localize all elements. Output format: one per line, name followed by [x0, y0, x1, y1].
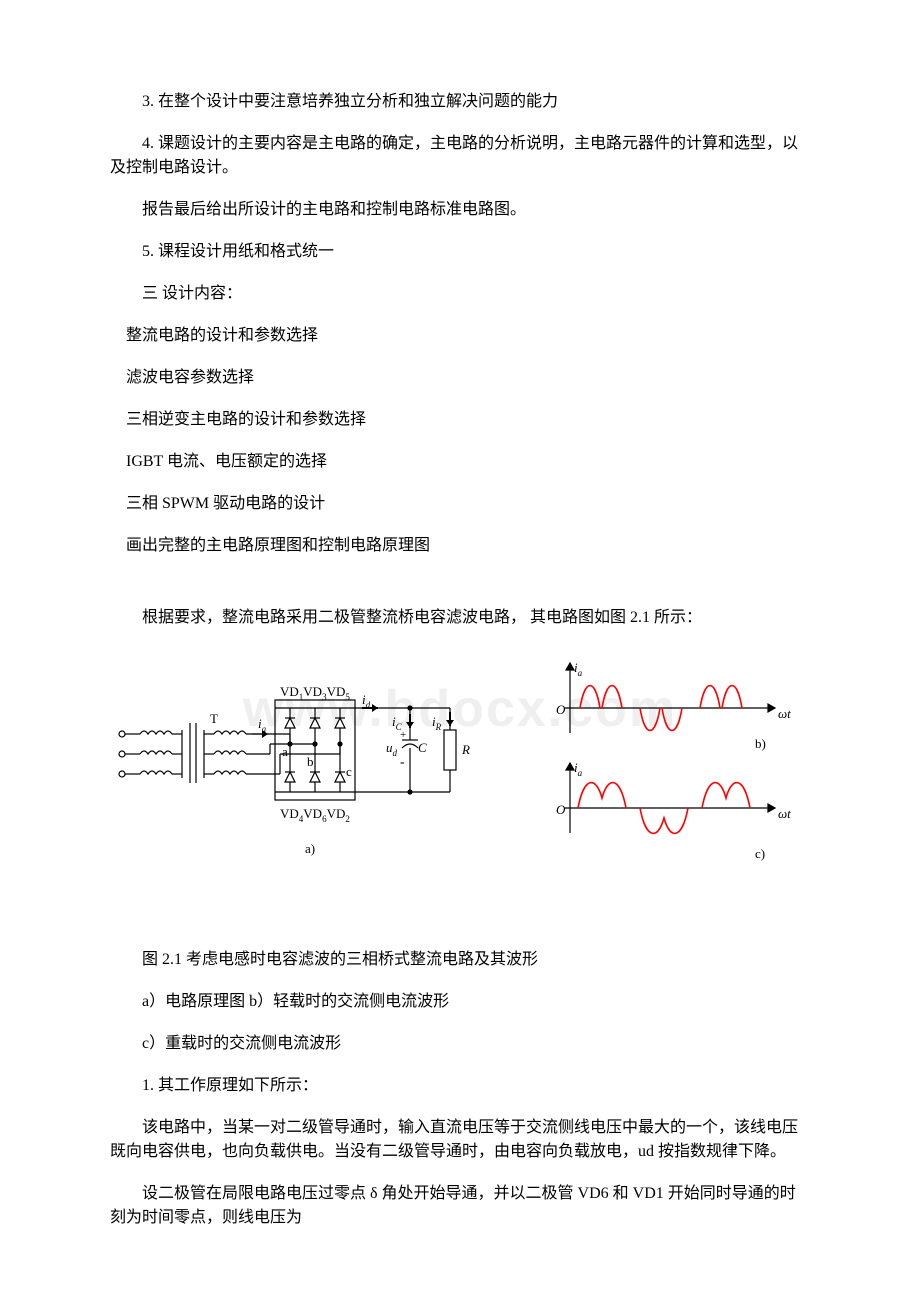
- svg-text:O: O: [556, 702, 566, 717]
- paragraph: 该电路中，当某一对二级管导通时，输入直流电压等于交流侧线电压中最大的一个，该线电…: [110, 1116, 810, 1164]
- figure-subcaption: c）重载时的交流侧电流波形: [110, 1032, 810, 1056]
- svg-text:ud: ud: [386, 740, 398, 758]
- paragraph: 报告最后给出所设计的主电路和控制电路标准电路图。: [110, 198, 810, 222]
- paragraph: 5. 课程设计用纸和格式统一: [110, 240, 810, 264]
- section-heading: 三 设计内容：: [110, 282, 810, 306]
- list-item: IGBT 电流、电压额定的选择: [110, 450, 810, 474]
- svg-text:T: T: [210, 711, 218, 726]
- svg-text:b: b: [307, 754, 314, 769]
- svg-text:ia: ia: [574, 760, 583, 778]
- paragraph: 1. 其工作原理如下所示：: [110, 1074, 810, 1098]
- svg-text:-: -: [400, 755, 405, 770]
- paragraph: 设二极管在局限电路电压过零点 δ 角处开始导通，并以二极管 VD6 和 VD1 …: [110, 1182, 810, 1230]
- svg-text:a: a: [282, 744, 288, 759]
- svg-text:c: c: [346, 764, 352, 779]
- waveform-c: ia O ωt c): [556, 760, 791, 861]
- figure-caption: 图 2.1 考虑电感时电容滤波的三相桥式整流电路及其波形: [110, 948, 810, 972]
- svg-text:iR: iR: [432, 714, 442, 732]
- list-item: 三相 SPWM 驱动电路的设计: [110, 492, 810, 516]
- paragraph: 3. 在整个设计中要注意培养独立分析和独立解决问题的能力: [110, 90, 810, 114]
- svg-text:a): a): [305, 841, 315, 856]
- svg-text:c): c): [755, 846, 765, 861]
- list-item: 三相逆变主电路的设计和参数选择: [110, 408, 810, 432]
- svg-text:VD1VD3VD5: VD1VD3VD5: [280, 684, 350, 702]
- svg-text:ia: ia: [574, 660, 583, 678]
- svg-text:VD4VD6VD2: VD4VD6VD2: [280, 806, 350, 824]
- svg-text:O: O: [556, 802, 566, 817]
- list-item: 画出完整的主电路原理图和控制电路原理图: [110, 534, 810, 558]
- document-page: 3. 在整个设计中要注意培养独立分析和独立解决问题的能力 4. 课题设计的主要内…: [0, 0, 920, 1308]
- figure-2-1: www.bdocx.com: [110, 648, 810, 918]
- svg-text:ωt: ωt: [778, 806, 791, 821]
- paragraph: 根据要求，整流电路采用二极管整流桥电容滤波电路， 其电路图如图 2.1 所示：: [110, 606, 810, 630]
- svg-text:R: R: [461, 742, 470, 757]
- circuit-and-waveforms-svg: T ia VD1VD3VD5 VD4VD6VD2 a b c id iC iR …: [110, 648, 810, 888]
- svg-text:+: +: [400, 729, 406, 741]
- svg-text:C: C: [418, 740, 427, 755]
- svg-text:ωt: ωt: [778, 706, 791, 721]
- figure-subcaption: a）电路原理图 b）轻载时的交流侧电流波形: [110, 990, 810, 1014]
- paragraph: 4. 课题设计的主要内容是主电路的确定，主电路的分析说明，主电路元器件的计算和选…: [110, 132, 810, 180]
- list-item: 整流电路的设计和参数选择: [110, 324, 810, 348]
- svg-text:b): b): [755, 736, 766, 751]
- list-item: 滤波电容参数选择: [110, 366, 810, 390]
- waveform-b: ia O ωt b): [556, 660, 791, 751]
